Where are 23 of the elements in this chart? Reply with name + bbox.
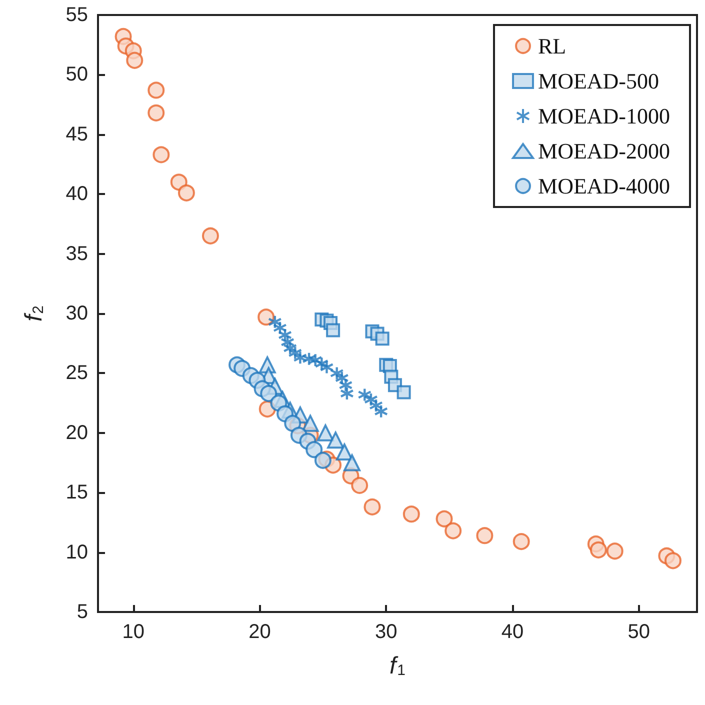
legend-label: MOEAD-1000 (538, 104, 670, 128)
x-tick-label: 10 (122, 621, 145, 643)
x-tick-label: 40 (501, 621, 524, 643)
y-tick-label: 30 (66, 302, 88, 324)
legend-label: MOEAD-4000 (538, 174, 670, 198)
y-tick-label: 50 (66, 64, 88, 86)
legend-label: RL (538, 34, 566, 58)
y-tick-label: 40 (66, 183, 88, 206)
y-tick-label: 25 (66, 362, 88, 384)
y-tick-label: 15 (66, 482, 88, 504)
legend-label: MOEAD-500 (538, 68, 660, 94)
x-tick-label: 30 (375, 621, 398, 643)
y-axis-title: f2 (20, 305, 48, 322)
y-tick-label: 20 (66, 422, 88, 444)
y-tick-label: 35 (66, 242, 88, 265)
y-tick-label: 45 (66, 123, 88, 146)
y-tick-label: 55 (66, 4, 88, 26)
x-axis-title: f1 (389, 652, 406, 680)
y-tick-label: 10 (66, 541, 88, 564)
y-tick-label: 5 (76, 601, 88, 623)
x-tick-label: 20 (248, 621, 271, 643)
legend-label: MOEAD-2000 (538, 138, 670, 164)
x-tick-label: 50 (628, 621, 650, 643)
